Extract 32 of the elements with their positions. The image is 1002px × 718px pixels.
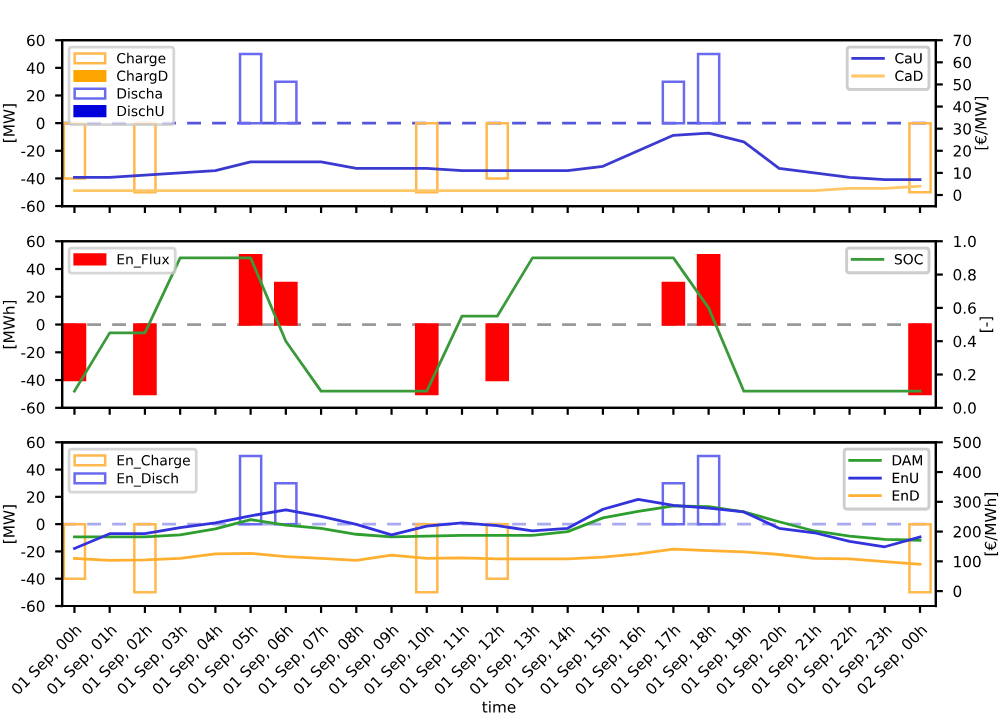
bar — [414, 323, 439, 396]
bar — [908, 323, 932, 396]
bar — [485, 121, 510, 180]
bar — [133, 121, 157, 194]
bar — [274, 80, 298, 125]
bar — [908, 522, 932, 594]
bar — [133, 522, 157, 594]
bar — [274, 481, 298, 526]
bar — [238, 52, 263, 125]
bar — [414, 121, 439, 194]
bar — [238, 253, 263, 326]
bar — [485, 522, 510, 580]
line-series — [73, 131, 922, 181]
bar — [696, 454, 721, 526]
bar — [62, 323, 87, 382]
bar — [908, 121, 932, 194]
bar — [414, 522, 439, 594]
line-series — [73, 547, 922, 566]
bar — [661, 80, 686, 125]
bar — [62, 121, 87, 180]
bar — [274, 281, 298, 326]
line-series — [73, 498, 922, 550]
line-series — [73, 504, 922, 542]
bar — [238, 454, 263, 526]
bar — [661, 481, 686, 526]
bar — [485, 323, 510, 382]
bar — [696, 253, 721, 326]
bar — [661, 281, 686, 326]
bar — [62, 522, 87, 580]
line-series — [73, 256, 922, 393]
bar — [696, 52, 721, 125]
bar — [133, 323, 157, 396]
